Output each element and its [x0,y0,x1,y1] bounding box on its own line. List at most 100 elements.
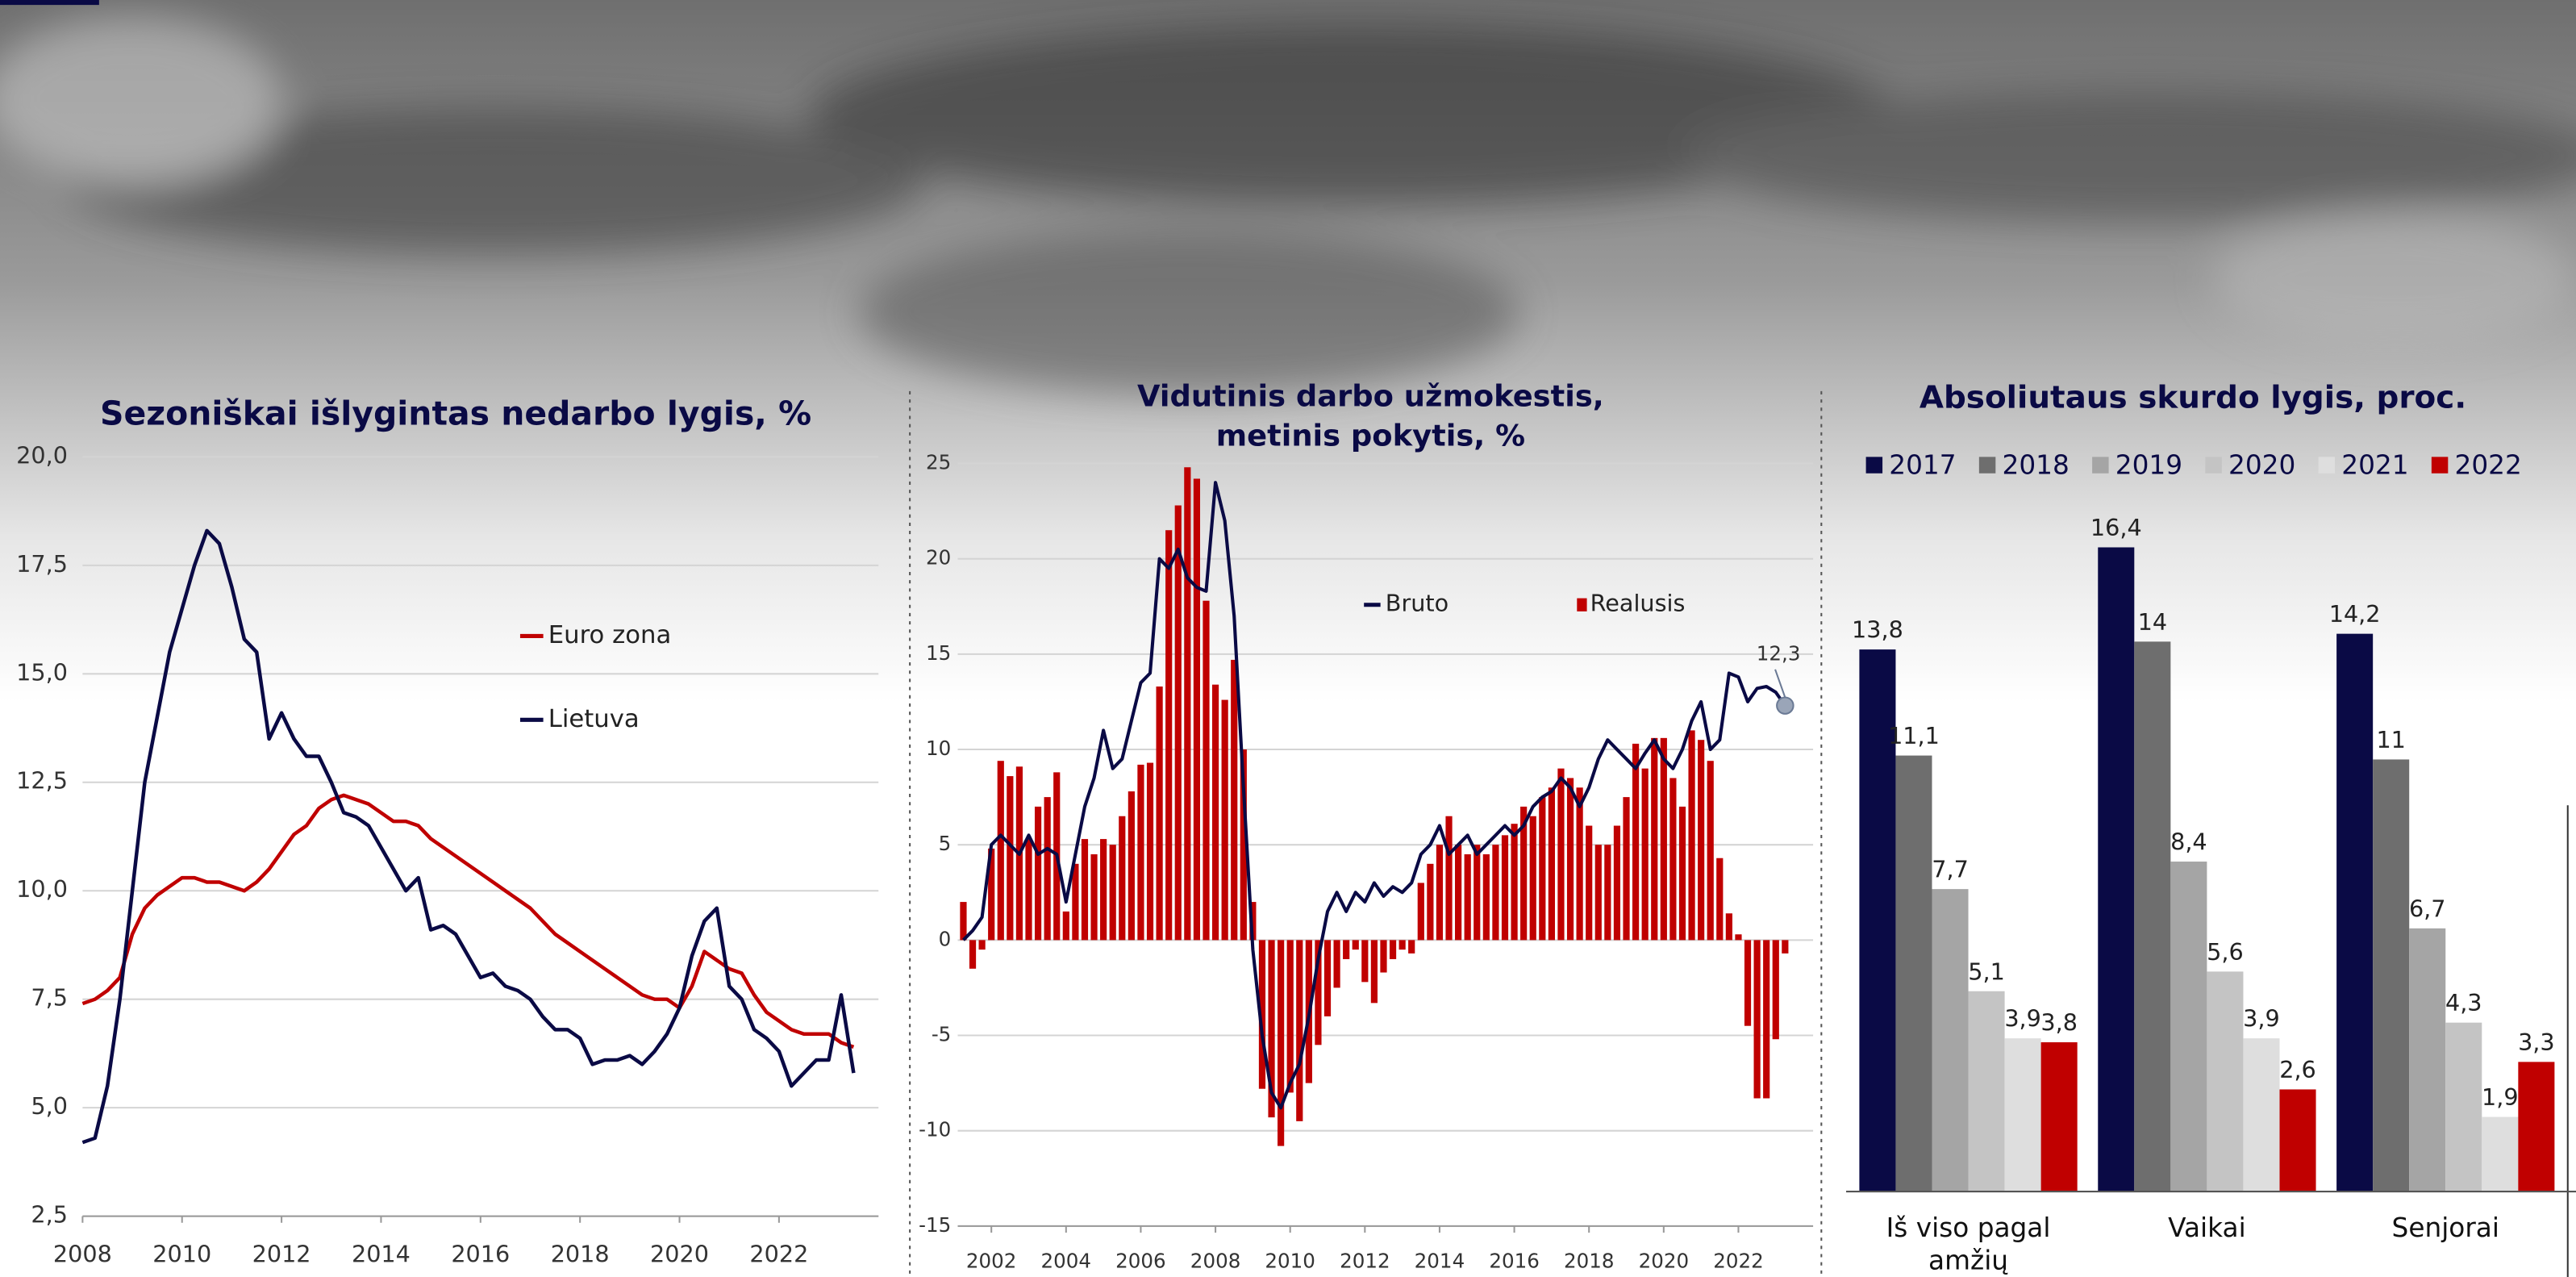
bar [1669,778,1676,940]
x-tick-label: Vaikai [2168,1212,2246,1243]
value-label: 7,7 [1932,856,1969,883]
y-tick-label: 20,0 [16,441,68,469]
bar [1324,940,1331,1016]
bar [1679,807,1686,940]
bar [1044,797,1051,940]
x-tick-label: 2010 [152,1241,211,1268]
bar [2518,1062,2554,1191]
bar [1651,738,1657,941]
value-label: 3,3 [2518,1029,2555,1056]
bar [1436,845,1443,940]
bar [1716,858,1723,941]
bar [1072,864,1078,941]
y-tick-label: 2,5 [31,1201,68,1229]
bar [1427,864,1433,941]
bar [1895,756,1932,1191]
value-label: 4,3 [2445,989,2482,1016]
bar [2409,929,2445,1191]
y-tick-label: 7,5 [31,984,68,1012]
bar [998,761,1004,940]
legend-label: Realusis [1590,590,1686,617]
legend-label: 2021 [2341,450,2408,481]
bar [1492,845,1498,940]
bar [1343,940,1349,959]
x-tick-label: 2018 [551,1241,610,1268]
bar [1707,761,1714,940]
bar [1137,765,1144,940]
bar [1157,686,1163,940]
bar [1119,816,1125,941]
legend-label: 2017 [1889,450,1956,481]
annotation: 12,3 [1757,642,1801,666]
value-label: 3,9 [2004,1005,2041,1033]
bar [1278,940,1284,1146]
y-tick-label: 5,0 [31,1092,68,1120]
bar [1932,889,1969,1191]
y-tick-label: 12,5 [16,767,68,795]
x-tick-label: 2004 [1041,1250,1092,1273]
bar [1371,940,1378,1003]
bar [1025,839,1032,940]
x-tick-label: 2014 [352,1241,411,1268]
bar [1147,763,1153,941]
y-tick-label: 15 [926,641,951,665]
x-tick-label: 2022 [1713,1250,1764,1273]
bar [1007,776,1013,940]
y-tick-label: 15,0 [16,658,68,686]
x-tick-label: 2012 [1340,1250,1390,1273]
bar [2098,548,2134,1192]
bar [1530,816,1536,941]
bar [1735,934,1741,940]
x-tick-label: 2008 [1190,1250,1241,1273]
bar [1773,940,1779,1039]
bar [2207,971,2243,1191]
bar [2134,641,2170,1191]
legend-label: 2022 [2455,450,2522,481]
bar [2279,1089,2315,1191]
legend-swatch [2319,457,2335,473]
bar [1577,787,1583,940]
legend-swatch [1577,599,1586,611]
y-tick-label: 5 [939,832,952,855]
bar [1642,769,1649,941]
corner-bar [0,0,99,5]
bar [1511,824,1517,940]
bar [2005,1038,2041,1191]
legend-swatch [2092,457,2108,473]
bar [1473,845,1480,940]
legend-label: 2020 [2228,450,2295,481]
chart-title: Vidutinis darbo užmokestis, [1137,379,1604,414]
bar [1782,940,1788,954]
legend-swatch [2432,457,2448,473]
bar [1333,940,1340,987]
bar [1595,845,1602,940]
bar [1557,769,1564,941]
bar [1623,797,1629,940]
legend-label: Euro zona [548,621,672,649]
y-tick-label: -15 [919,1213,951,1237]
bar [2482,1117,2518,1192]
chart-title: Absoliutaus skurdo lygis, proc. [1919,380,2466,416]
bar [1090,854,1097,940]
legend-swatch [2205,457,2221,473]
bar [1175,506,1182,941]
value-label: 5,1 [1968,958,2005,985]
x-tick-label: 2014 [1415,1250,1465,1273]
bar [979,940,986,949]
dashboard: Sezoniškai išlygintas nedarbo lygis, %2,… [0,0,2576,1277]
bar [1128,791,1135,940]
bar [1222,700,1228,941]
value-label: 11,1 [1888,722,1940,749]
chart-title: metinis pokytis, % [1216,418,1525,453]
value-label: 16,4 [2090,514,2142,541]
bar [2243,1038,2279,1191]
value-label: 6,7 [2409,895,2446,922]
legend-label: Bruto [1386,590,1448,617]
value-label: 2,6 [2279,1056,2316,1083]
legend-label: Lietuva [548,705,640,733]
bar [1418,883,1424,940]
bar [1726,913,1732,940]
bar [1567,778,1574,940]
y-tick-label: 25 [926,451,951,474]
bar [1455,845,1461,940]
